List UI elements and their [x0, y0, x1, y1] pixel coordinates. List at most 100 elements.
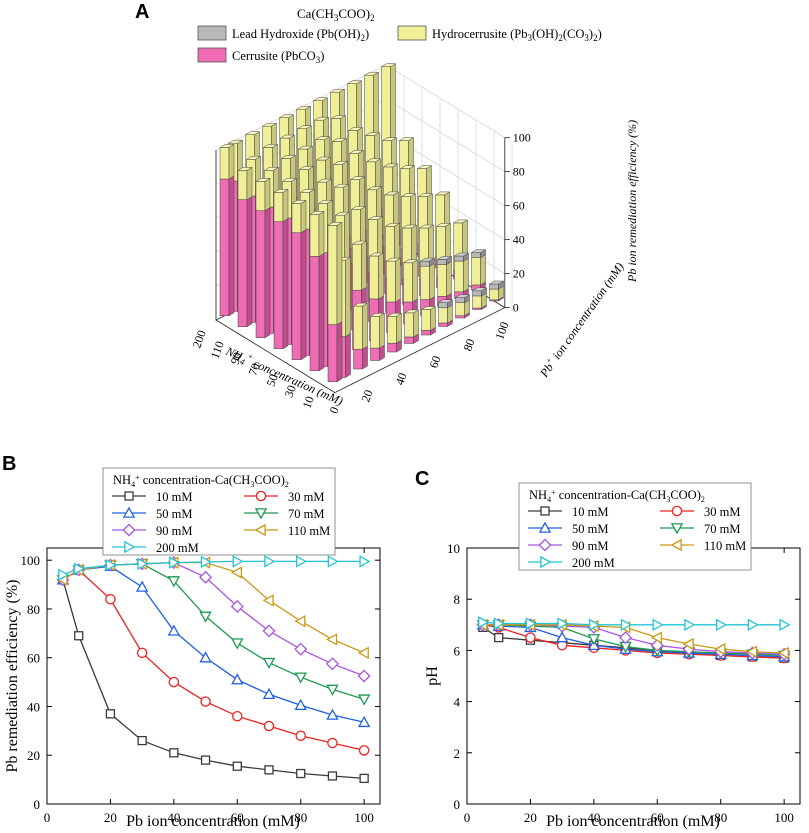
legend-marker [540, 555, 552, 569]
x-tick-label: 70 [246, 361, 263, 377]
x-tick-label: 100 [774, 810, 794, 825]
panel-b-xlabel: Pb ion concentration (mM) [126, 813, 300, 830]
bar-segment-side [361, 240, 367, 291]
bar-segment-side [228, 175, 235, 317]
bar-top [403, 309, 420, 314]
bar-top [452, 219, 469, 224]
data-point [650, 631, 663, 644]
bar-top [417, 193, 434, 197]
data-point [199, 611, 212, 623]
data-point [105, 558, 117, 572]
data-point [232, 555, 244, 568]
bar-3d [369, 312, 386, 361]
data-point [232, 761, 242, 771]
y-tick-label: 80 [460, 337, 477, 353]
bar-segment-side [264, 207, 271, 339]
data-point [650, 638, 664, 652]
bar-segment-side [396, 312, 402, 344]
panel-c-series [476, 616, 791, 664]
x-tick-label: 200 [190, 328, 209, 350]
bar-top [363, 71, 380, 76]
bar-3d [309, 210, 325, 372]
series-30-mm [57, 564, 370, 756]
data-point [745, 645, 758, 658]
bar-segment-front [489, 283, 499, 290]
data-point [294, 614, 306, 628]
bar-top [471, 287, 488, 292]
x-tick-label: 0 [44, 810, 51, 825]
panel-b-series [56, 555, 371, 784]
bar-top [352, 302, 369, 307]
y-tick-label: 0 [34, 797, 41, 812]
data-point [137, 557, 149, 571]
series-line [62, 579, 365, 780]
bar-top [420, 306, 437, 310]
bar-3d [403, 309, 420, 344]
data-point [105, 593, 116, 605]
panel-b-legend: NH4+ concentration-Ca(CH3COO)2 10 mM 30 m… [102, 467, 336, 556]
data-point [264, 765, 274, 775]
series-line [62, 561, 365, 677]
grid-line [385, 98, 506, 172]
bar-segment-front [471, 257, 481, 286]
legend-label: 30 mM [288, 490, 324, 504]
data-point [359, 773, 369, 784]
data-point [359, 555, 371, 568]
bar-top [367, 216, 384, 220]
data-point [231, 638, 244, 650]
bar-segment-front [437, 264, 447, 297]
panel-c-ylabel: pH [424, 666, 441, 686]
data-point [73, 562, 86, 575]
legend-hydrocerrusite: Hydrocerrusite (Pb3(OH)2(CO3)2) [432, 27, 602, 43]
panel-b-legend-box [102, 467, 336, 556]
bar-top [435, 223, 452, 227]
panel-a-zlabel: Pb ion remediation efficiency (%) [625, 120, 639, 283]
bar-top [262, 144, 279, 148]
bar-segment-side [336, 321, 343, 383]
bar-segment-side [412, 259, 418, 303]
data-point [357, 715, 371, 728]
bar-3d [386, 312, 403, 353]
bar-segment-front [420, 260, 430, 267]
bar-top [488, 280, 505, 285]
legend-label: 10 mM [156, 490, 192, 504]
bar-segment-front [291, 232, 302, 360]
data-point [619, 631, 633, 645]
bar-segment-front [309, 214, 320, 257]
legend-marker [255, 490, 267, 502]
panel-a-title: Ca(CH3COO)2 [297, 6, 375, 23]
panel-a-legend: Ca(CH3COO)2 Lead Hydroxide (Pb(OH)2) Hyd… [197, 6, 602, 65]
bar-top [400, 193, 417, 197]
bar-segment-side [300, 199, 307, 234]
bar-segment-side [446, 261, 452, 297]
series-70-mm [56, 559, 371, 706]
bar-3d [291, 199, 307, 361]
bar-top [350, 206, 367, 210]
data-point [327, 771, 338, 781]
data-point [326, 684, 339, 696]
legend-item-200-mm: 200 mM [528, 555, 615, 570]
bar-top [316, 178, 333, 183]
data-point [200, 755, 211, 765]
legend-item-30-mm: 30 mM [660, 505, 740, 519]
bar-segment-side [345, 333, 351, 378]
bar-segment-front [489, 288, 499, 301]
bar-top [364, 132, 381, 136]
bar-top [278, 114, 295, 118]
legend-swatch-cerrusite [197, 47, 227, 63]
data-point [136, 647, 148, 659]
bar-top [368, 252, 385, 257]
data-point [199, 570, 213, 584]
legend-item-70-mm: 70 mM [244, 507, 324, 521]
panel-b-ylabel: Pb remediation efficiency (%) [4, 580, 21, 773]
data-point [555, 631, 569, 643]
bar-segment-side [413, 309, 419, 338]
data-point [779, 618, 791, 632]
bar-segment-front [454, 255, 464, 262]
bar-top [263, 167, 280, 171]
bar-segment-side [362, 302, 368, 350]
legend-item-110-mm: 110 mM [660, 538, 746, 553]
bar-segment-side [463, 257, 469, 293]
bar-segment-side [379, 312, 385, 349]
data-point [167, 576, 181, 588]
